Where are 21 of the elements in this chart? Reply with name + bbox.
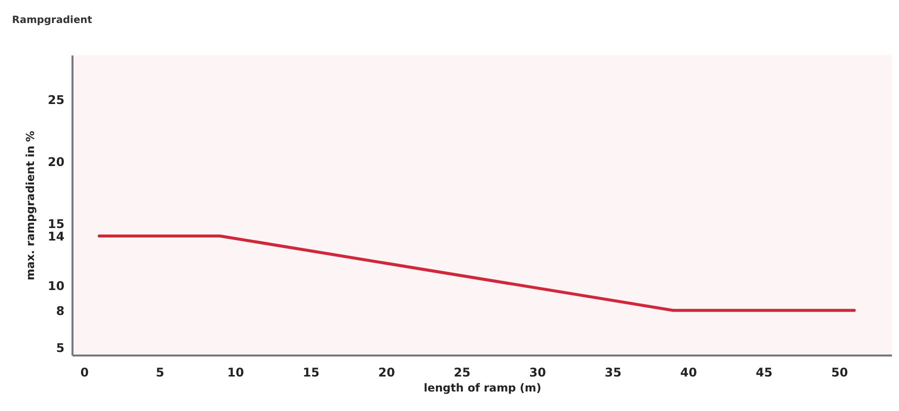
x-tick-label: 50: [831, 366, 848, 380]
x-tick-label: 20: [378, 366, 395, 380]
y-axis-title: max. rampgradient in %: [24, 130, 37, 280]
x-tick-label: 25: [454, 366, 470, 380]
y-tick-label: 14: [48, 229, 64, 244]
x-tick-label: 5: [156, 366, 164, 380]
x-tick-label: 35: [604, 366, 622, 380]
y-tick-label: 15: [48, 217, 64, 232]
x-tick-label: 40: [680, 366, 697, 380]
y-tick-label: 20: [48, 155, 64, 170]
y-tick-label: 10: [48, 279, 64, 294]
x-tick-label: 30: [529, 366, 546, 380]
x-tick-label: 10: [227, 366, 244, 380]
x-tick-label: 0: [80, 366, 89, 380]
y-tick-label: 25: [48, 93, 64, 108]
x-axis-title: length of ramp (m): [424, 382, 542, 394]
x-tick-label: 45: [756, 366, 772, 380]
chart-title: Rampgradient: [12, 15, 92, 26]
x-tick-label: 15: [302, 366, 320, 380]
y-tick-label: 8: [56, 304, 64, 318]
y-tick-label: 5: [56, 341, 64, 356]
